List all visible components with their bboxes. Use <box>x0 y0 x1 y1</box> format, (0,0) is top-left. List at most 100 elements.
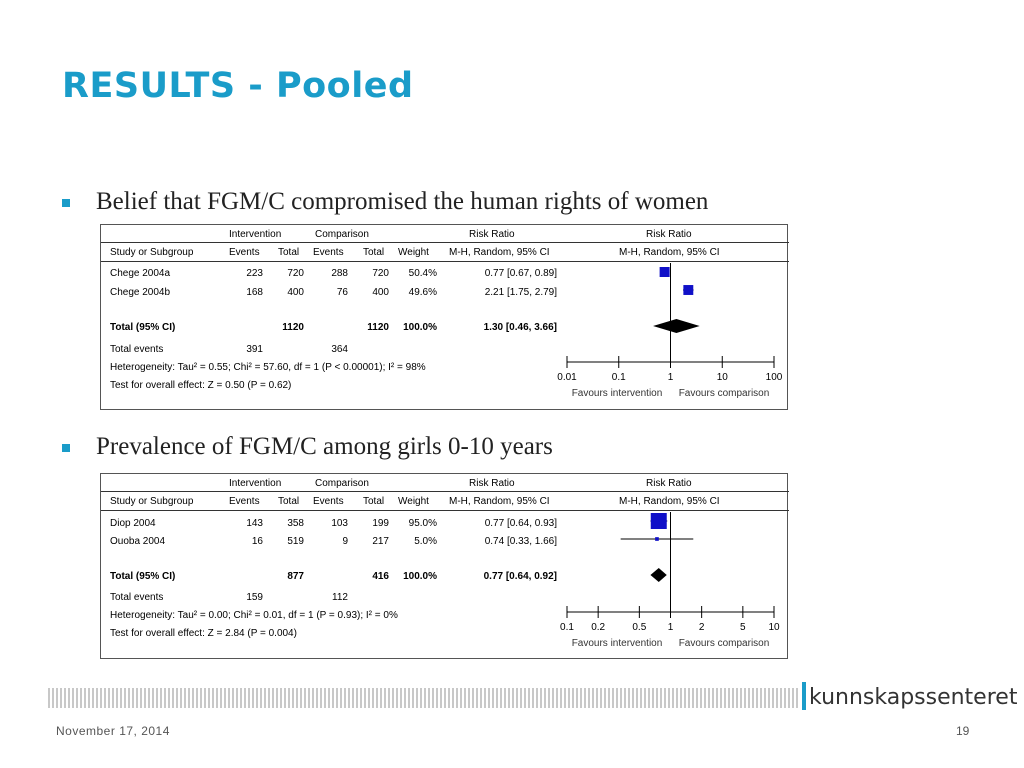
study-name: Chege 2004a <box>110 268 171 279</box>
header-risk-ratio: Risk Ratio <box>469 229 515 240</box>
study-weight: 49.6% <box>408 287 437 298</box>
study-events-1: 168 <box>246 287 263 298</box>
header-total-2: Total <box>363 496 385 507</box>
bullet-square-icon <box>62 199 70 207</box>
forest-plot-prevalence: Intervention Comparison Risk Ratio Risk … <box>100 473 789 659</box>
header-weight: Weight <box>398 496 429 507</box>
page-number: 19 <box>956 724 970 738</box>
x-tick-label: 0.1 <box>612 372 626 383</box>
x-tick-label: 5 <box>740 622 746 633</box>
pooled-diamond <box>653 319 700 333</box>
x-tick-label: 1 <box>668 622 674 633</box>
study-name: Ouoba 2004 <box>110 536 166 547</box>
total-events-label: Total events <box>110 344 164 355</box>
header-intervention: Intervention <box>229 229 282 240</box>
header-comparison: Comparison <box>315 229 369 240</box>
header-risk-ratio-plot: Risk Ratio <box>646 478 692 489</box>
study-ci: 2.21 [1.75, 2.79] <box>484 287 557 298</box>
bullet-text: Prevalence of FGM/C among girls 0-10 yea… <box>96 433 553 460</box>
study-total-1: 358 <box>287 518 304 529</box>
x-tick-label: 10 <box>768 622 780 633</box>
total-label: Total (95% CI) <box>110 571 176 582</box>
study-point <box>655 537 659 541</box>
study-events-1: 16 <box>251 536 263 547</box>
total-weight: 100.0% <box>403 322 437 333</box>
header-weight: Weight <box>398 247 429 258</box>
bullet-prevalence: Prevalence of FGM/C among girls 0-10 yea… <box>62 433 553 461</box>
header-events-2: Events <box>313 496 344 507</box>
total-1: 1120 <box>282 322 304 333</box>
total-events-1: 159 <box>246 592 263 603</box>
study-weight: 50.4% <box>408 268 437 279</box>
total-ci: 0.77 [0.64, 0.92] <box>483 571 557 582</box>
study-events-2: 288 <box>331 268 348 279</box>
study-weight: 95.0% <box>408 518 437 529</box>
study-total-2: 199 <box>372 518 389 529</box>
study-total-1: 720 <box>287 268 304 279</box>
total-events-label: Total events <box>110 592 164 603</box>
forest-plot-graphic: 0.01 0.1 1 10 100 Favours intervention Favours… <box>557 263 783 399</box>
header-method: M-H, Random, 95% CI <box>449 496 550 507</box>
x-tick-label: 1 <box>668 372 674 383</box>
study-total-2: 217 <box>372 536 389 547</box>
study-ci: 0.77 [0.67, 0.89] <box>484 268 557 279</box>
forest-plot-graphic: 0.1 0.2 0.5 1 2 5 10 Favours intervention Favour… <box>560 512 780 649</box>
study-point <box>683 285 694 295</box>
bullet-text: Belief that FGM/C compromised the human … <box>96 188 709 215</box>
header-total-2: Total <box>363 247 385 258</box>
study-events-1: 143 <box>246 518 263 529</box>
x-tick-label: 2 <box>699 622 705 633</box>
total-label: Total (95% CI) <box>110 322 176 333</box>
study-total-2: 720 <box>372 268 389 279</box>
study-ci: 0.77 [0.64, 0.93] <box>484 518 557 529</box>
header-method: M-H, Random, 95% CI <box>449 247 550 258</box>
footer-date: November 17, 2014 <box>56 724 170 738</box>
header-study: Study or Subgroup <box>110 247 194 258</box>
favours-comparison-label: Favours comparison <box>679 638 770 649</box>
header-events-2: Events <box>313 247 344 258</box>
study-total-2: 400 <box>372 287 389 298</box>
study-name: Diop 2004 <box>110 518 156 529</box>
header-total-1: Total <box>278 496 300 507</box>
forest-plot-human-rights: Intervention Comparison Risk Ratio Risk … <box>100 224 789 410</box>
total-events-2: 112 <box>332 592 348 603</box>
study-events-1: 223 <box>246 268 263 279</box>
logo-mark-icon <box>802 682 806 710</box>
heterogeneity: Heterogeneity: Tau² = 0.00; Chi² = 0.01,… <box>110 610 398 621</box>
header-intervention: Intervention <box>229 478 282 489</box>
study-point <box>659 267 670 277</box>
bullet-human-rights: Belief that FGM/C compromised the human … <box>62 188 708 216</box>
header-events-1: Events <box>229 496 260 507</box>
favours-comparison-label: Favours comparison <box>679 388 770 399</box>
overall-effect: Test for overall effect: Z = 2.84 (P = 0… <box>110 628 297 639</box>
header-method-plot: M-H, Random, 95% CI <box>619 496 720 507</box>
total-events-2: 364 <box>331 344 348 355</box>
study-total-1: 400 <box>287 287 304 298</box>
header-total-1: Total <box>278 247 300 258</box>
pooled-diamond <box>650 568 667 582</box>
favours-intervention-label: Favours intervention <box>572 388 663 399</box>
study-events-2: 9 <box>342 536 348 547</box>
logo-text: kunnskapssenteret <box>809 685 1018 710</box>
x-tick-label: 100 <box>766 372 783 383</box>
x-tick-label: 0.5 <box>632 622 646 633</box>
header-risk-ratio-plot: Risk Ratio <box>646 229 692 240</box>
heterogeneity: Heterogeneity: Tau² = 0.55; Chi² = 57.60… <box>110 362 426 373</box>
header-comparison: Comparison <box>315 478 369 489</box>
header-method-plot: M-H, Random, 95% CI <box>619 247 720 258</box>
x-tick-label: 0.2 <box>591 622 605 633</box>
study-events-2: 103 <box>331 518 348 529</box>
x-tick-label: 0.1 <box>560 622 574 633</box>
footer-stripe-bar <box>48 688 798 708</box>
header-study: Study or Subgroup <box>110 496 194 507</box>
study-weight: 5.0% <box>414 536 437 547</box>
study-ci: 0.74 [0.33, 1.66] <box>484 536 557 547</box>
total-events-1: 391 <box>246 344 263 355</box>
total-2: 416 <box>372 571 389 582</box>
kunnskapssenteret-logo: kunnskapssenteret <box>802 682 1017 710</box>
total-2: 1120 <box>367 322 389 333</box>
study-events-2: 76 <box>336 287 348 298</box>
total-ci: 1.30 [0.46, 3.66] <box>483 322 557 333</box>
favours-intervention-label: Favours intervention <box>572 638 663 649</box>
total-weight: 100.0% <box>403 571 437 582</box>
